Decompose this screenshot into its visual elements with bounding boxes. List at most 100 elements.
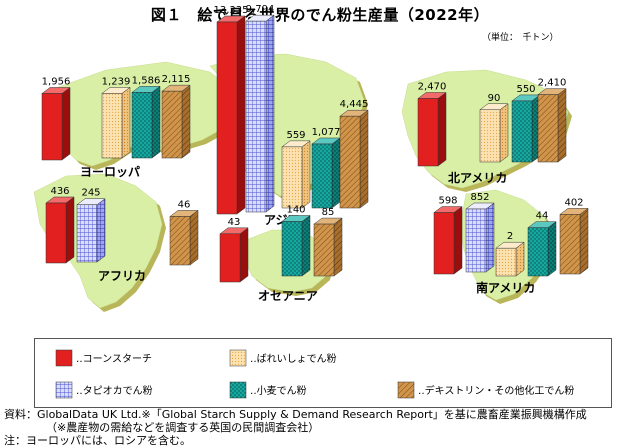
bar-side (65, 196, 75, 264)
bar-front (216, 21, 238, 215)
region-label: 南アメリカ (476, 280, 535, 295)
bar-potato (479, 103, 509, 163)
region-group: 436 245 46 アフリカ (45, 186, 199, 283)
bar-wheat (131, 85, 161, 159)
bar-other (169, 209, 199, 266)
bar-other (339, 109, 369, 209)
bar-potato (101, 86, 131, 159)
bar-corn (41, 86, 71, 161)
bar-front (281, 146, 303, 209)
data-label: 43 (228, 217, 241, 228)
bar-wheat (281, 214, 311, 277)
bar-front (311, 143, 333, 209)
bar-front (537, 94, 559, 163)
bar-front (417, 98, 439, 167)
bar-side (453, 206, 463, 275)
bar-side (61, 86, 71, 161)
bar-front (313, 223, 335, 277)
bar-front (161, 90, 183, 159)
data-label: 402 (564, 197, 583, 208)
data-label: 90 (488, 93, 501, 104)
note-line: 注：ヨーロッパには、ロシアを含む。 (4, 434, 191, 447)
data-label: 85 (322, 207, 335, 218)
bar-corn (417, 92, 447, 167)
chart-marks: 1,956 1,239 1,586 2,115 ヨーロッパ 13,335 559 9,794 1… (41, 4, 589, 303)
bar-other (559, 207, 589, 275)
bar-front (131, 92, 153, 159)
bar-front (41, 93, 63, 161)
bar-side (181, 84, 191, 159)
bar-front (433, 212, 455, 275)
bar-side (301, 140, 311, 209)
bar-front (219, 233, 241, 283)
bar-front (511, 100, 533, 163)
bar-side (359, 109, 369, 209)
bar-other (313, 217, 343, 277)
bar-side (121, 86, 131, 159)
bar-front (169, 216, 191, 266)
bar-side (265, 14, 275, 213)
data-label: 852 (470, 192, 489, 203)
bar-side (236, 15, 246, 215)
bar-side (485, 202, 495, 273)
region-label: ヨーロッパ (80, 165, 140, 179)
bar-corn (45, 196, 75, 264)
bar-front (339, 115, 361, 209)
data-label: 2,470 (418, 82, 447, 93)
data-label: 13,335 (214, 5, 249, 16)
source-line-1: 資料：GlobalData UK Ltd.※「Global Starch Sup… (4, 408, 587, 421)
bar-front (45, 202, 67, 264)
bar-front (465, 208, 487, 273)
bar-side (579, 207, 589, 275)
bar-side (331, 137, 341, 209)
bar-other (161, 84, 191, 159)
data-label: 436 (50, 186, 69, 197)
bar-side (189, 209, 199, 266)
bar-potato (495, 241, 525, 277)
data-label: 9,794 (246, 4, 275, 15)
data-label: 1,586 (132, 75, 161, 86)
bar-side (301, 214, 311, 277)
region-group: 1,956 1,239 1,586 2,115 ヨーロッパ (41, 74, 191, 179)
bar-side (151, 85, 161, 159)
bar-side (239, 227, 249, 283)
data-label: 4,445 (340, 99, 369, 110)
bar-front (479, 109, 501, 163)
bar-tapioca (76, 198, 106, 263)
data-label: 1,239 (102, 76, 131, 87)
bar-side (333, 217, 343, 277)
bar-side (547, 221, 557, 277)
bar-tapioca (465, 202, 495, 273)
bar-wheat (527, 221, 557, 277)
bar-front (76, 204, 98, 263)
bar-front (281, 221, 303, 277)
data-label: 1,077 (312, 127, 341, 138)
data-label: 245 (81, 188, 100, 199)
bar-corn (219, 227, 249, 283)
bar-wheat (311, 137, 341, 209)
bar-other (537, 88, 567, 163)
region-label: アフリカ (98, 269, 146, 283)
bar-front (495, 247, 517, 277)
data-label: 44 (536, 211, 549, 222)
region-group: 43 140 85 オセアニア (219, 204, 343, 303)
bar-corn (216, 15, 246, 215)
bar-wheat (511, 94, 541, 163)
bar-corn (433, 206, 463, 275)
data-label: 46 (178, 199, 191, 210)
region-group: 598 2 852 44 402 南アメリカ (433, 192, 589, 295)
bar-front (101, 93, 123, 159)
bar-potato (281, 140, 311, 209)
region-label: 北アメリカ (448, 170, 507, 185)
data-label: 140 (286, 204, 305, 215)
unit-label: （単位： 千トン） (482, 33, 559, 43)
data-label: 598 (438, 196, 457, 207)
bar-side (96, 198, 106, 263)
data-label: 550 (516, 84, 535, 95)
source-notes: 資料：GlobalData UK Ltd.※「Global Starch Sup… (4, 408, 587, 447)
data-label: 1,956 (42, 76, 71, 87)
